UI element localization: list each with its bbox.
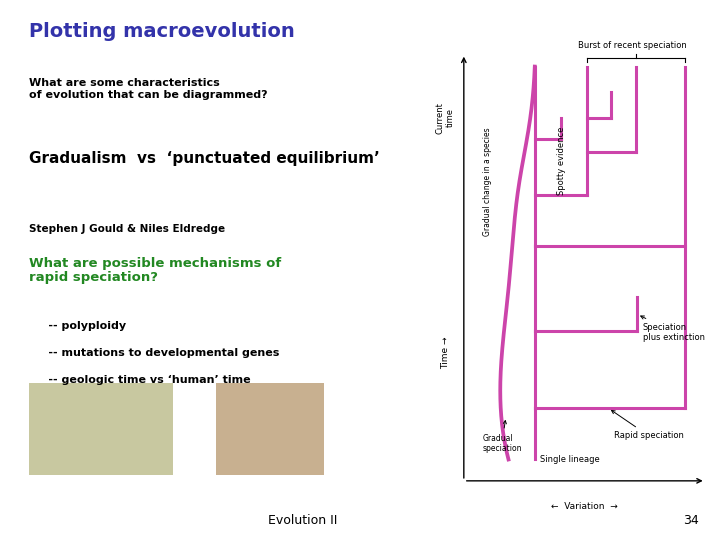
Text: Rapid speciation: Rapid speciation (611, 410, 683, 440)
Text: Plotting macroevolution: Plotting macroevolution (29, 22, 294, 40)
Text: Current
time: Current time (436, 102, 455, 134)
Text: 34: 34 (683, 514, 698, 526)
Text: Evolution II: Evolution II (268, 514, 337, 526)
Bar (29, 383, 173, 475)
Text: Gradual change in a species: Gradual change in a species (483, 127, 492, 236)
Text: Spotty evidence: Spotty evidence (557, 126, 566, 195)
Text: Speciation
plus extinction: Speciation plus extinction (641, 316, 705, 342)
Text: What are possible mechanisms of
rapid speciation?: What are possible mechanisms of rapid sp… (29, 256, 281, 285)
Text: -- geologic time vs ‘human’ time: -- geologic time vs ‘human’ time (29, 375, 251, 386)
Text: Burst of recent speciation: Burst of recent speciation (577, 41, 686, 50)
Text: Stephen J Gould & Niles Eldredge: Stephen J Gould & Niles Eldredge (29, 224, 225, 234)
Text: ←  Variation  →: ← Variation → (552, 502, 618, 511)
Text: Gradualism  vs  ‘punctuated equilibrium’: Gradualism vs ‘punctuated equilibrium’ (29, 151, 379, 166)
Text: -- mutations to developmental genes: -- mutations to developmental genes (29, 348, 279, 359)
Text: Gradual
speciation: Gradual speciation (482, 421, 522, 453)
Text: Time →: Time → (441, 336, 450, 369)
Text: What are some characteristics
of evolution that can be diagrammed?: What are some characteristics of evoluti… (29, 78, 267, 100)
Text: -- polyploidy: -- polyploidy (29, 321, 126, 332)
Text: Single lineage: Single lineage (540, 455, 600, 464)
Bar (216, 383, 324, 475)
